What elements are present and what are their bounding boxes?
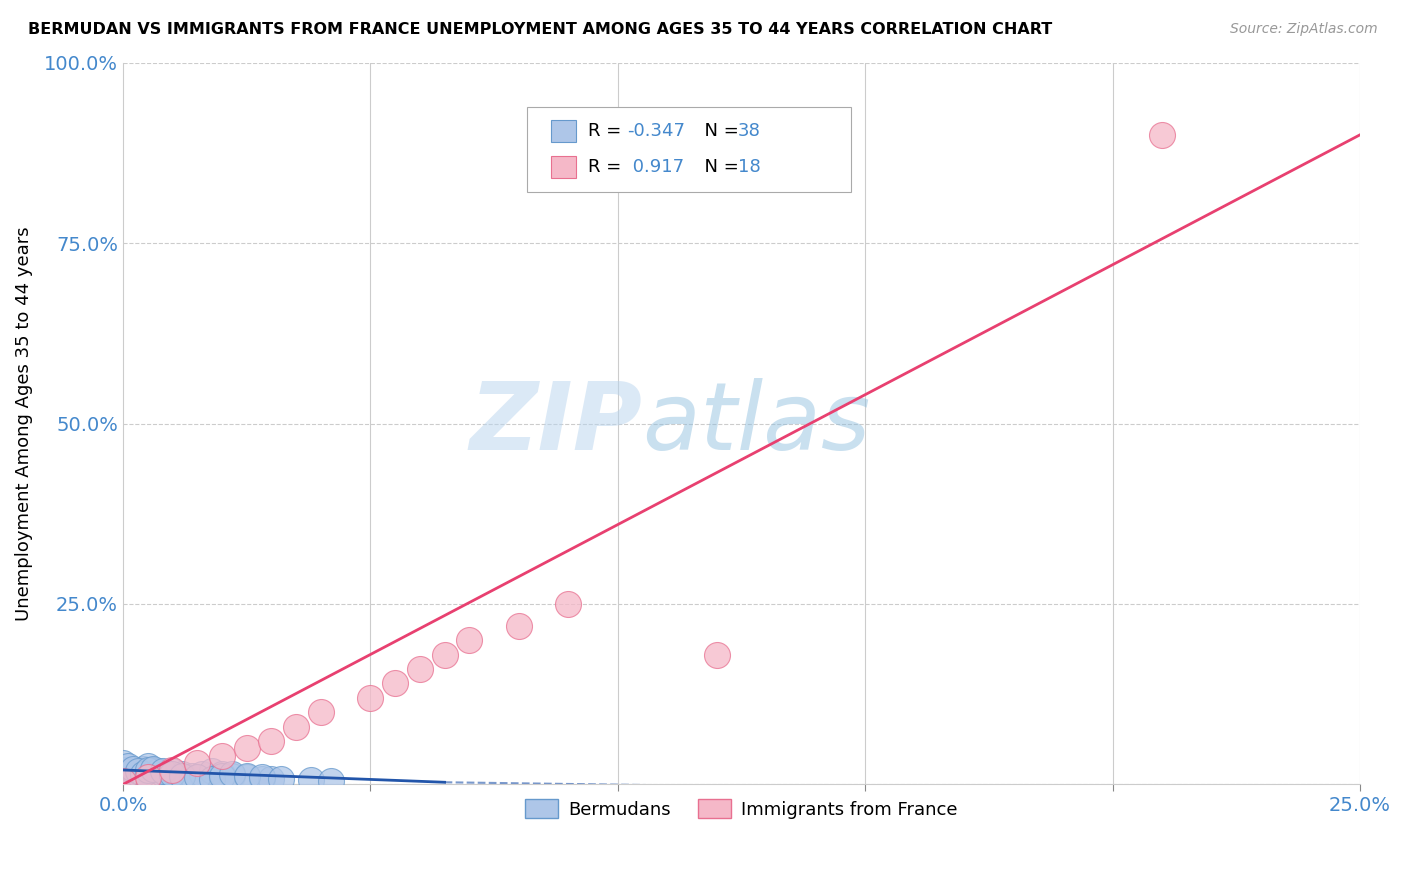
Point bbox=[111, 763, 134, 777]
Point bbox=[142, 762, 165, 776]
Point bbox=[409, 662, 432, 676]
Point bbox=[706, 648, 728, 662]
Point bbox=[172, 769, 194, 783]
Point bbox=[127, 764, 149, 779]
Point bbox=[250, 772, 273, 786]
Point bbox=[260, 772, 283, 787]
Point bbox=[211, 769, 233, 783]
Point bbox=[136, 763, 159, 777]
Point bbox=[250, 770, 273, 784]
Point bbox=[152, 764, 174, 779]
Text: 38: 38 bbox=[738, 122, 761, 140]
Point bbox=[309, 705, 332, 719]
Point bbox=[319, 773, 342, 788]
Point bbox=[285, 720, 308, 734]
Text: -0.347: -0.347 bbox=[627, 122, 685, 140]
Point bbox=[111, 773, 134, 788]
Y-axis label: Unemployment Among Ages 35 to 44 years: Unemployment Among Ages 35 to 44 years bbox=[15, 227, 32, 621]
Point bbox=[235, 741, 257, 756]
Point bbox=[117, 759, 139, 773]
Point bbox=[181, 769, 204, 783]
Point bbox=[359, 690, 381, 705]
Text: Source: ZipAtlas.com: Source: ZipAtlas.com bbox=[1230, 22, 1378, 37]
Point bbox=[557, 597, 579, 611]
Point bbox=[162, 766, 184, 780]
Point bbox=[384, 676, 406, 690]
Point bbox=[221, 769, 243, 783]
Point bbox=[201, 764, 224, 779]
Point bbox=[235, 769, 257, 783]
Point bbox=[162, 764, 184, 779]
Point bbox=[211, 748, 233, 763]
Text: ZIP: ZIP bbox=[470, 377, 643, 469]
Point bbox=[458, 633, 481, 648]
Point bbox=[201, 772, 224, 786]
Point bbox=[152, 766, 174, 780]
Point bbox=[211, 766, 233, 780]
Text: 18: 18 bbox=[738, 158, 761, 176]
Text: BERMUDAN VS IMMIGRANTS FROM FRANCE UNEMPLOYMENT AMONG AGES 35 TO 44 YEARS CORREL: BERMUDAN VS IMMIGRANTS FROM FRANCE UNEMP… bbox=[28, 22, 1052, 37]
Point bbox=[235, 770, 257, 784]
Point bbox=[162, 763, 184, 777]
Point bbox=[433, 648, 456, 662]
Text: N =: N = bbox=[693, 158, 745, 176]
Point bbox=[260, 734, 283, 748]
Point bbox=[191, 766, 214, 780]
Point bbox=[186, 770, 208, 784]
Point bbox=[132, 766, 155, 780]
Point bbox=[1152, 128, 1174, 142]
Point bbox=[132, 762, 155, 776]
Point bbox=[156, 769, 179, 783]
Point bbox=[127, 766, 149, 780]
Point bbox=[146, 764, 169, 779]
Point bbox=[172, 766, 194, 780]
Legend: Bermudans, Immigrants from France: Bermudans, Immigrants from France bbox=[517, 792, 965, 826]
Point bbox=[122, 764, 145, 779]
Text: R =: R = bbox=[588, 158, 627, 176]
Text: N =: N = bbox=[693, 122, 745, 140]
Point bbox=[142, 763, 165, 777]
Text: 0.917: 0.917 bbox=[627, 158, 685, 176]
Point bbox=[221, 766, 243, 780]
Point bbox=[136, 770, 159, 784]
Point bbox=[508, 618, 530, 632]
Text: atlas: atlas bbox=[643, 378, 870, 469]
Point bbox=[299, 773, 322, 788]
Point bbox=[136, 759, 159, 773]
Point bbox=[270, 772, 292, 786]
Point bbox=[111, 756, 134, 770]
Point bbox=[122, 762, 145, 776]
Point bbox=[186, 756, 208, 770]
Text: R =: R = bbox=[588, 122, 627, 140]
